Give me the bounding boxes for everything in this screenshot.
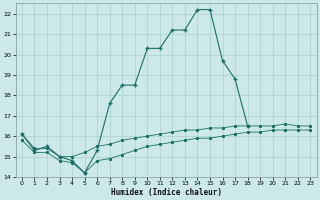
X-axis label: Humidex (Indice chaleur): Humidex (Indice chaleur) — [111, 188, 221, 197]
